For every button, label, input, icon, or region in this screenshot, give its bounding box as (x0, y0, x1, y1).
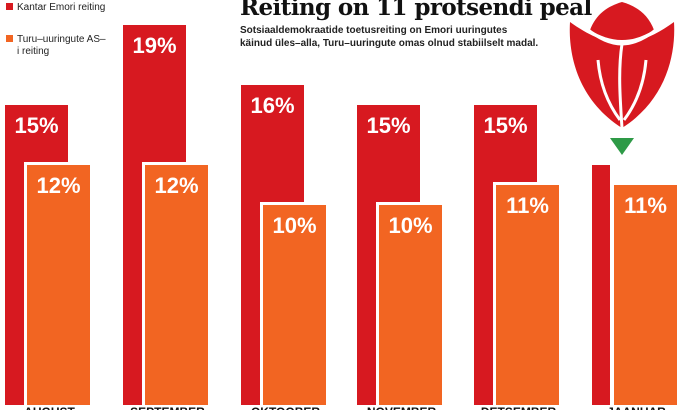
data-label-turu: 11% (506, 193, 549, 218)
chart-subtitle: Sotsiaaldemokraatide toetusreiting on Em… (240, 25, 539, 49)
bar-turu (145, 165, 208, 405)
legend-item-kantar: Kantar Emori reiting (6, 2, 107, 14)
data-label-turu: 11% (624, 193, 667, 218)
data-label-kantar: 15% (14, 113, 58, 138)
bar-turu (614, 185, 677, 405)
legend-swatch-kantar (6, 3, 13, 10)
data-label-kantar: 15% (366, 113, 410, 138)
category-label: SEPTEMBER (130, 405, 205, 410)
legend-swatch-turu (6, 35, 13, 42)
data-label-kantar: 19% (132, 33, 176, 58)
data-label-turu: 10% (272, 213, 316, 238)
bar-turu (496, 185, 559, 405)
data-label-kantar: 15% (483, 113, 527, 138)
legend-item-turu: Turu–uuringute AS–i reiting (6, 34, 107, 58)
chart-title: Reiting on 11 protsendi peal (240, 0, 592, 21)
category-label: NOVEMBER (367, 405, 437, 410)
data-label-turu: 12% (154, 173, 198, 198)
category-label: DETSEMBER (481, 405, 557, 410)
rose-icon (569, 2, 675, 155)
bar-kantar-partial (592, 165, 610, 405)
data-label-kantar: 16% (250, 93, 294, 118)
data-label-turu: 10% (388, 213, 432, 238)
category-label: OKTOOBER (251, 405, 320, 410)
bar-turu (263, 205, 326, 405)
bar-turu (27, 165, 90, 405)
legend-label-turu: Turu–uuringute AS–i reiting (17, 34, 106, 57)
category-label: AUGUST (24, 405, 75, 410)
data-label-turu: 12% (36, 173, 80, 198)
category-label: JAANUAR (607, 405, 666, 410)
bar-turu (379, 205, 442, 405)
legend-label-kantar: Kantar Emori reiting (17, 2, 106, 13)
